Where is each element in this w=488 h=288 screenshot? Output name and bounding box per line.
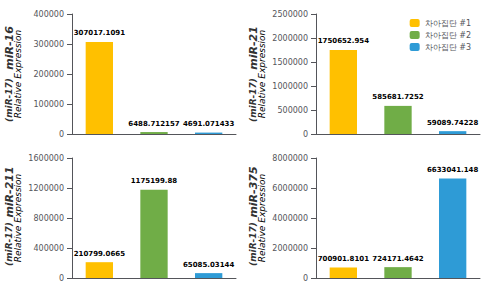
svg-text:차아집단 #3: 차아집단 #3 (425, 43, 471, 52)
svg-text:1000000: 1000000 (272, 82, 308, 91)
svg-text:0: 0 (59, 130, 64, 139)
svg-text:1600000: 1600000 (28, 154, 64, 163)
svg-text:0: 0 (59, 274, 64, 283)
svg-text:1200000: 1200000 (28, 184, 64, 193)
svg-text:2000000: 2000000 (272, 244, 308, 253)
svg-text:2500000: 2500000 (272, 10, 308, 19)
svg-text:Relative Expression: Relative Expression (257, 29, 267, 118)
svg-text:400000: 400000 (33, 244, 64, 253)
svg-text:miR-375: miR-375 (246, 166, 260, 218)
svg-text:200000: 200000 (33, 70, 64, 79)
svg-text:8000000: 8000000 (272, 154, 308, 163)
svg-text:585681.7252: 585681.7252 (372, 93, 423, 101)
svg-text:210799.0665: 210799.0665 (74, 250, 125, 258)
svg-text:miR-16: miR-16 (2, 26, 16, 70)
svg-text:Relative Expression: Relative Expression (13, 29, 23, 118)
svg-text:4000000: 4000000 (272, 214, 308, 223)
svg-text:Relative Expression: Relative Expression (257, 173, 267, 262)
svg-text:1750652.954: 1750652.954 (318, 37, 369, 45)
svg-text:800000: 800000 (33, 214, 64, 223)
svg-text:4691.071433: 4691.071433 (183, 120, 234, 128)
svg-text:300000: 300000 (33, 40, 64, 49)
svg-text:59089.74228: 59089.74228 (427, 119, 478, 127)
svg-text:(miR-17): (miR-17) (248, 222, 258, 266)
svg-text:2000000: 2000000 (272, 34, 308, 43)
svg-text:6000000: 6000000 (272, 184, 308, 193)
svg-text:0: 0 (303, 130, 308, 139)
svg-text:500000: 500000 (277, 106, 308, 115)
svg-text:(miR-17): (miR-17) (4, 222, 14, 266)
svg-text:724171.4642: 724171.4642 (372, 255, 423, 263)
svg-text:65085.03144: 65085.03144 (183, 261, 234, 269)
svg-text:(miR-17): (miR-17) (4, 78, 14, 122)
svg-text:6633041.148: 6633041.148 (427, 166, 478, 174)
svg-text:1500000: 1500000 (272, 58, 308, 67)
svg-text:miR-21: miR-21 (246, 26, 260, 70)
svg-text:miR-211: miR-211 (2, 166, 16, 218)
svg-text:700901.8101: 700901.8101 (318, 255, 369, 263)
svg-text:차아집단 #2: 차아집단 #2 (425, 31, 471, 40)
svg-text:(miR-17): (miR-17) (248, 78, 258, 122)
svg-text:100000: 100000 (33, 100, 64, 109)
svg-text:0: 0 (303, 274, 308, 283)
svg-text:6488.712157: 6488.712157 (128, 120, 179, 128)
svg-text:Relative Expression: Relative Expression (13, 173, 23, 262)
svg-text:400000: 400000 (33, 10, 64, 19)
svg-text:차아집단 #1: 차아집단 #1 (425, 19, 471, 28)
svg-text:1175199.88: 1175199.88 (131, 177, 178, 185)
svg-text:307017.1091: 307017.1091 (74, 29, 125, 37)
